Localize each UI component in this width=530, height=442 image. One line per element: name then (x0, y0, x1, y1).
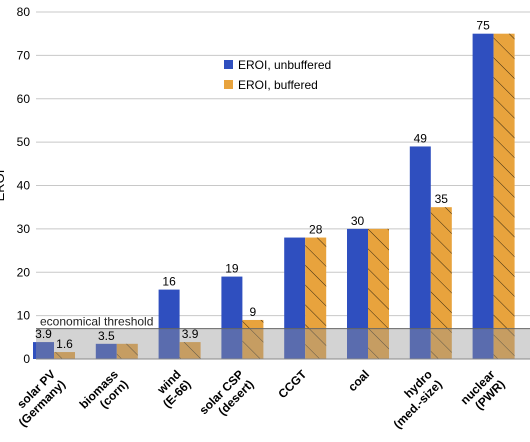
data-label-buffered: 35 (435, 192, 449, 206)
y-tick-label: 40 (17, 179, 31, 193)
bars (33, 33, 515, 359)
bar-buffered-hatch (368, 228, 389, 359)
category-label: coal (345, 367, 372, 394)
legend-swatch-buffered (224, 80, 233, 89)
legend-label-buffered: EROI, buffered (238, 78, 318, 92)
data-labels: 3.9 1.6 3.5 16 3.9 19 9 28 30 49 35 75 (35, 19, 490, 351)
bar-unbuffered (472, 33, 494, 359)
y-axis-title: EROI (0, 170, 7, 202)
y-tick-label: 10 (17, 309, 31, 323)
y-tick-label: 30 (17, 222, 31, 236)
bar-unbuffered (158, 289, 180, 359)
y-tick-label: 60 (17, 92, 31, 106)
data-label-buffered: 28 (309, 223, 323, 237)
bar-buffered-hatch (242, 319, 264, 359)
y-tick-label: 70 (17, 48, 31, 62)
category-label: wind(E-66) (150, 367, 193, 410)
legend-swatch-unbuffered (224, 60, 233, 69)
bar-unbuffered (347, 228, 368, 359)
category-label: hydro(med.-size) (381, 367, 445, 431)
bar-unbuffered (95, 343, 117, 359)
category-label: CCGT (275, 367, 309, 401)
category-label: solar PV(Germany) (6, 367, 68, 429)
bar-unbuffered (221, 276, 243, 359)
threshold-label: economical threshold (40, 315, 153, 329)
data-label-unbuffered: 49 (414, 131, 428, 145)
data-label-unbuffered: 3.5 (98, 329, 115, 343)
data-label-unbuffered: 30 (351, 214, 365, 228)
gridlines (36, 11, 530, 360)
y-tick-label: 50 (17, 135, 31, 149)
bar-buffered-hatch (54, 352, 75, 359)
y-tick-label: 0 (23, 352, 30, 366)
bar-buffered-hatch (493, 33, 515, 359)
data-label-buffered: 9 (250, 305, 257, 319)
y-tick-label: 20 (17, 265, 31, 279)
category-label: biomass(corn) (77, 367, 131, 421)
category-label-line: coal (345, 367, 372, 394)
legend-label-unbuffered: EROI, unbuffered (238, 58, 331, 72)
bar-unbuffered (409, 146, 431, 359)
bar-unbuffered (33, 342, 54, 359)
data-label-unbuffered: 3.9 (35, 327, 52, 341)
bar-buffered-hatch (430, 207, 452, 359)
bar-buffered-hatch (116, 343, 138, 359)
category-label-line: CCGT (275, 367, 309, 401)
category-label: solar CSP(desert) (197, 367, 257, 427)
data-label-buffered: 1.6 (56, 337, 73, 351)
data-label-unbuffered: 75 (476, 19, 490, 33)
bar-buffered-hatch (179, 342, 201, 359)
legend: EROI, unbuffered EROI, buffered (224, 58, 331, 92)
data-label-unbuffered: 19 (225, 262, 239, 276)
data-label-buffered: 3.9 (182, 327, 199, 341)
threshold-overlay: economical threshold (36, 315, 530, 359)
data-label-unbuffered: 16 (162, 275, 176, 289)
category-label: nuclear(PWR) (458, 367, 508, 417)
threshold-band-fill (36, 328, 530, 359)
y-tick-label: 80 (17, 5, 31, 19)
